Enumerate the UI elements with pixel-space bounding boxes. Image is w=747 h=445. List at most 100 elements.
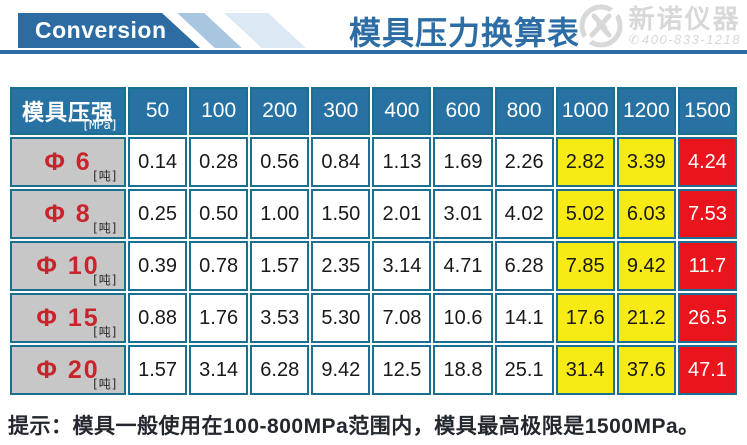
value-cell: 37.6	[616, 345, 676, 395]
value-cell: 0.50	[189, 189, 249, 239]
column-header-1500: 1500	[677, 87, 737, 135]
pressure-conversion-table: 模具压强 [MPa] 50 100 200 300 400 600 800 1000 1200 1…	[8, 85, 739, 397]
die-diameter: Φ 20	[36, 355, 100, 384]
xinnuo-logo-icon	[577, 3, 624, 49]
value-cell: 1.50	[311, 189, 371, 239]
value-cell: 26.5	[677, 293, 737, 343]
column-header-100: 100	[189, 87, 249, 135]
value-cell: 4.24	[677, 137, 737, 187]
value-cell: 2.01	[372, 189, 432, 239]
value-cell: 2.82	[555, 137, 615, 187]
value-cell: 4.02	[494, 189, 554, 239]
row-label: Φ 6 [吨]	[10, 137, 126, 187]
value-cell: 9.42	[311, 345, 371, 395]
value-cell: 7.53	[677, 189, 737, 239]
row-label: Φ 15 [吨]	[10, 293, 126, 343]
corner-unit: [MPa]	[81, 118, 118, 132]
value-cell: 0.39	[128, 241, 188, 291]
column-header-600: 600	[433, 87, 493, 135]
value-cell: 11.7	[677, 241, 737, 291]
column-header-800: 800	[494, 87, 554, 135]
header-banner: Conversion 模具压力换算表 新诺仪器 ✆400-833-1218	[0, 0, 747, 51]
value-cell: 1.13	[372, 137, 432, 187]
value-cell: 14.1	[494, 293, 554, 343]
page-title: 模具压力换算表	[349, 15, 581, 51]
die-diameter: Φ 15	[36, 303, 100, 332]
value-cell: 0.14	[128, 137, 188, 187]
die-diameter: Φ 8	[44, 199, 92, 228]
xinnuo-logo: 新诺仪器 ✆400-833-1218	[577, 3, 741, 49]
column-header-200: 200	[250, 87, 310, 135]
tip-text: 提示：模具一般使用在100-800MPa范围内，模具最高极限是1500MPa。	[8, 415, 700, 438]
value-cell: 0.25	[128, 189, 188, 239]
row-label: Φ 10 [吨]	[10, 241, 126, 291]
value-cell: 1.00	[250, 189, 310, 239]
corner-cell: 模具压强 [MPa]	[10, 87, 126, 135]
brand-name: 新诺仪器	[628, 3, 741, 34]
banner-divider	[0, 50, 747, 54]
corner-label: 模具压强	[21, 100, 114, 125]
table-row: Φ 8 [吨] 0.25 0.50 1.00 1.50 2.01 3.01 4.02 5.02 6.…	[10, 189, 737, 239]
value-cell: 0.56	[250, 137, 310, 187]
value-cell: 1.69	[433, 137, 493, 187]
value-cell: 5.02	[555, 189, 615, 239]
table-row: Φ 20 [吨] 1.57 3.14 6.28 9.42 12.5 18.8 25.1 31.4 3…	[10, 345, 737, 395]
table-row: Φ 10 [吨] 0.39 0.78 1.57 2.35 3.14 4.71 6.28 7.85 9…	[10, 241, 737, 291]
value-cell: 31.4	[555, 345, 615, 395]
die-diameter: Φ 6	[44, 147, 92, 176]
table-row: Φ 6 [吨] 0.14 0.28 0.56 0.84 1.13 1.69 2.26 2.82 3.…	[10, 137, 737, 187]
phone-icon: ✆	[628, 31, 642, 47]
die-diameter: Φ 10	[36, 251, 100, 280]
column-header-50: 50	[128, 87, 188, 135]
value-cell: 0.84	[311, 137, 371, 187]
value-cell: 3.14	[372, 241, 432, 291]
row-label: Φ 8 [吨]	[10, 189, 126, 239]
value-cell: 5.30	[311, 293, 371, 343]
value-cell: 7.08	[372, 293, 432, 343]
conversion-banner: Conversion	[18, 13, 200, 48]
value-cell: 3.01	[433, 189, 493, 239]
value-cell: 1.76	[189, 293, 249, 343]
value-cell: 0.88	[128, 293, 188, 343]
conversion-label: Conversion	[35, 17, 167, 43]
conversion-table-wrap: 模具压强 [MPa] 50 100 200 300 400 600 800 1000 1200 1…	[8, 85, 739, 397]
value-cell: 17.6	[555, 293, 615, 343]
value-cell: 1.57	[128, 345, 188, 395]
header-row: 模具压强 [MPa] 50 100 200 300 400 600 800 1000 1200 1…	[10, 87, 737, 135]
value-cell: 0.28	[189, 137, 249, 187]
value-cell: 6.28	[494, 241, 554, 291]
value-cell: 18.8	[433, 345, 493, 395]
column-header-300: 300	[311, 87, 371, 135]
value-cell: 7.85	[555, 241, 615, 291]
value-cell: 2.35	[311, 241, 371, 291]
phone-number: ✆400-833-1218	[629, 33, 741, 47]
row-unit: [吨]	[91, 377, 118, 391]
value-cell: 9.42	[616, 241, 676, 291]
value-cell: 0.78	[189, 241, 249, 291]
row-unit: [吨]	[91, 325, 118, 339]
column-header-1000: 1000	[555, 87, 615, 135]
value-cell: 4.71	[433, 241, 493, 291]
value-cell: 6.03	[616, 189, 676, 239]
phone-number-text: 400-833-1218	[642, 31, 741, 47]
value-cell: 3.14	[189, 345, 249, 395]
table-body: Φ 6 [吨] 0.14 0.28 0.56 0.84 1.13 1.69 2.26 2.82 3.…	[10, 137, 737, 395]
value-cell: 3.53	[250, 293, 310, 343]
row-label: Φ 20 [吨]	[10, 345, 126, 395]
table-row: Φ 15 [吨] 0.88 1.76 3.53 5.30 7.08 10.6 14.1 17.6 2…	[10, 293, 737, 343]
value-cell: 1.57	[250, 241, 310, 291]
value-cell: 47.1	[677, 345, 737, 395]
value-cell: 10.6	[433, 293, 493, 343]
value-cell: 3.39	[616, 137, 676, 187]
value-cell: 12.5	[372, 345, 432, 395]
value-cell: 21.2	[616, 293, 676, 343]
column-header-1200: 1200	[616, 87, 676, 135]
value-cell: 25.1	[494, 345, 554, 395]
value-cell: 6.28	[250, 345, 310, 395]
row-unit: [吨]	[91, 273, 118, 287]
value-cell: 2.26	[494, 137, 554, 187]
row-unit: [吨]	[91, 221, 118, 235]
row-unit: [吨]	[91, 169, 118, 183]
logo-text: 新诺仪器 ✆400-833-1218	[628, 3, 741, 47]
column-header-400: 400	[372, 87, 432, 135]
